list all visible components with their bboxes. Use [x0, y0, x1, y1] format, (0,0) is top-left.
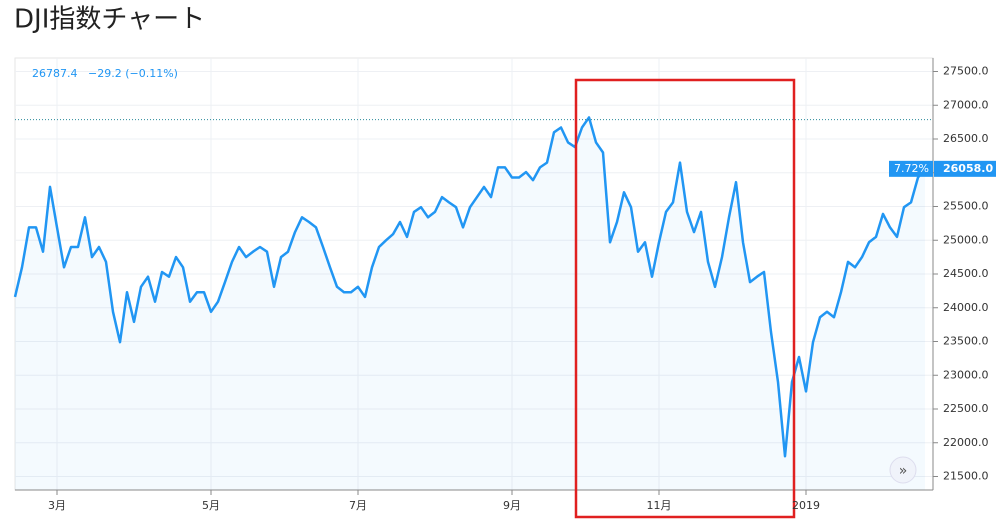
chart-title: DJI指数チャート	[14, 5, 205, 35]
area	[15, 117, 925, 491]
x-tick-label: 2019	[792, 499, 820, 512]
plot	[13, 116, 933, 491]
x-tick-label: 7月	[349, 499, 367, 512]
x-tick-label: 9月	[503, 499, 521, 512]
y-tick-label: 26500.0	[943, 132, 989, 145]
y-tick-label: 23500.0	[943, 335, 989, 348]
info-change: −29.2 (−0.11%)	[88, 67, 178, 80]
y-tick-label: 21500.0	[943, 470, 989, 483]
y-tick-label: 27000.0	[943, 98, 989, 111]
y-tick-label: 27500.0	[943, 65, 989, 78]
scroll-icon: »	[899, 463, 908, 479]
y-tick-label: 23000.0	[943, 368, 989, 381]
y-tick-label: 22500.0	[943, 402, 989, 415]
grid	[15, 58, 933, 490]
x-tick-label: 11月	[647, 499, 672, 512]
y-tick-label: 22000.0	[943, 436, 989, 449]
badge-price-bg	[934, 160, 996, 177]
scroll-button[interactable]	[889, 456, 917, 484]
highlight-box	[574, 78, 796, 519]
info-price: 26787.4	[32, 67, 78, 80]
badge-percent: 7.72%	[894, 162, 929, 175]
badge-percent-bg	[889, 160, 933, 177]
y-tick-label: 24500.0	[943, 267, 989, 280]
y-tick-label: 25500.0	[943, 200, 989, 213]
badge-price: 26058.0	[943, 162, 993, 175]
y-tick-label: 25000.0	[943, 233, 989, 246]
x-tick-label: 3月	[48, 499, 66, 512]
price-line	[13, 116, 926, 458]
x-tick-label: 5月	[202, 499, 220, 512]
y-tick-label: 24000.0	[943, 301, 989, 314]
